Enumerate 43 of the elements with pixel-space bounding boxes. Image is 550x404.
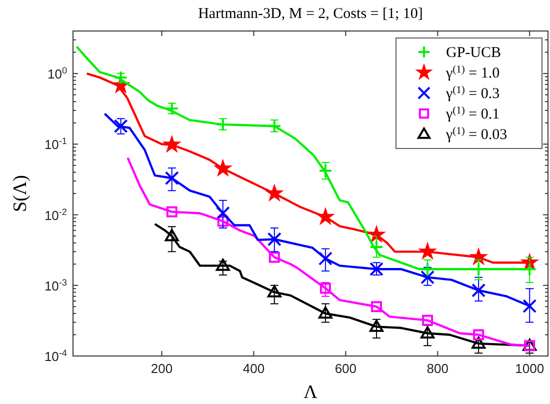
legend-label: γ$^{(1)}$ = 0.03 [445, 126, 508, 143]
y-tick-label: 10$^{-2}$ [44, 206, 67, 223]
x-tick-label: 400 [242, 361, 265, 376]
x-tick-label: 1000 [515, 361, 544, 376]
point [369, 320, 384, 332]
legend-label: GP-UCB [446, 45, 502, 61]
point [420, 270, 435, 284]
point [420, 326, 435, 338]
point [164, 229, 179, 242]
point [318, 164, 332, 178]
point [422, 314, 434, 326]
point [320, 282, 331, 294]
point [164, 171, 179, 186]
point [267, 285, 282, 298]
y-tick-label: 10$^{-1}$ [44, 136, 67, 152]
legend-label: γ$^{(1)}$ = 1.0 [445, 64, 500, 82]
point [164, 101, 179, 116]
point [369, 240, 384, 254]
y-tick-label: 10$^{-3}$ [44, 277, 67, 294]
x-tick-label: 200 [150, 361, 173, 376]
point [318, 306, 332, 319]
point [472, 336, 486, 349]
y-axis-title: S(Λ) [10, 175, 31, 212]
point [473, 329, 484, 340]
point [472, 283, 486, 298]
chart-title: Hartmann-3D, M = 2, Costs = [1; 10] [198, 6, 423, 22]
y-tick-label: 10$^{0}$ [47, 66, 67, 82]
point [114, 119, 128, 134]
point [318, 252, 332, 266]
y-tick-label: 10$^{-4}$ [44, 348, 67, 364]
point [370, 301, 382, 312]
x-tick-label: 800 [426, 361, 448, 376]
point [268, 252, 280, 263]
point [216, 206, 230, 220]
point [114, 70, 128, 84]
point [267, 232, 282, 246]
point [522, 299, 537, 314]
point [166, 206, 178, 218]
legend-label: γ$^{(1)}$ = 0.1 [445, 105, 500, 122]
x-axis-title: Λ [304, 382, 318, 403]
x-tick-label: 600 [334, 361, 357, 376]
point [216, 258, 230, 271]
legend-label: γ$^{(1)}$ = 0.3 [445, 84, 500, 102]
